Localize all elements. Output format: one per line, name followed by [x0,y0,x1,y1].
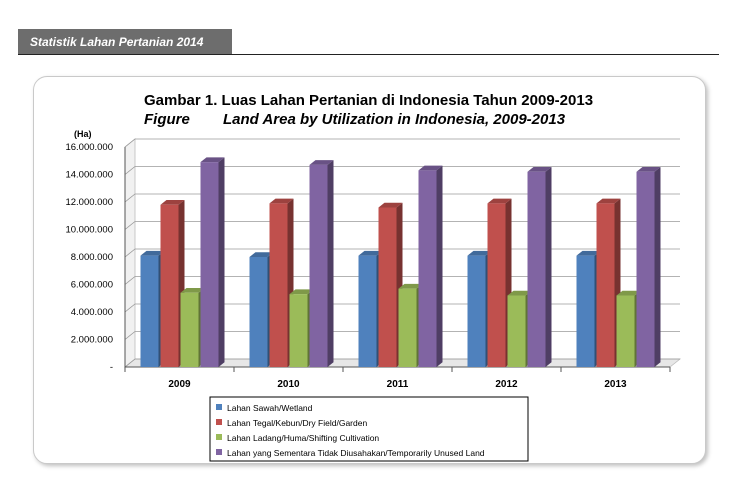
legend-label: Lahan Ladang/Huma/Shifting Cultivation [227,433,379,443]
bar-front [527,171,546,367]
bar-front [507,295,526,367]
bar-top [358,250,383,256]
bar-top [616,290,641,296]
x-tick-label: 2012 [495,379,518,390]
y-tick-label: 6.000.000 [71,280,113,291]
legend-box [209,396,529,462]
y-tick-label: 12.000.000 [65,197,113,208]
bar-top [289,289,314,295]
bar-top [140,250,165,256]
bar-front [487,203,506,367]
chart-subtitle-prefix: Figure [144,111,190,128]
chart-subtitle: Land Area by Utilization in Indonesia, 2… [223,111,566,128]
bar-front [378,207,397,367]
x-tick-label: 2011 [387,379,409,390]
bar-top [596,198,621,204]
bar-front [269,203,288,367]
y-tick-label: 14.000.000 [65,170,113,181]
bar [309,160,334,367]
bar-front [160,204,179,367]
plot-area: - 2.000.000 4.000.000 6.000.000 8.000.000 10.… [65,138,682,390]
legend-label: Lahan Tegal/Kebun/Dry Field/Garden [227,418,367,428]
bar-side [436,165,443,367]
bar-side [545,166,552,367]
bar-front [418,170,437,367]
legend-swatch [216,419,222,425]
bar-top [180,287,205,293]
y-tick-label: 4.000.000 [71,307,113,318]
y-tick-label: 10.000.000 [65,225,113,236]
bar-side [327,160,334,367]
bar-front [140,255,159,367]
bar-side [218,157,225,367]
y-tick-label: 2.000.000 [71,335,113,346]
bar-top [527,166,552,172]
bar-front [180,292,199,367]
bar-front [398,288,417,367]
bar-front [576,255,595,367]
bar [596,198,621,367]
gridline [124,193,680,203]
x-tick-label: 2013 [604,379,627,390]
bar-top [576,250,601,256]
y-tick-label: 16.000.000 [65,142,113,153]
x-tick-label: 2009 [168,379,191,390]
bar-top [507,290,532,296]
bar-front [309,164,328,367]
bar [636,166,661,367]
bar-front [289,294,308,367]
bar-top [249,252,274,257]
chart-title: Gambar 1. Luas Lahan Pertanian di Indone… [144,92,593,109]
x-tick-label: 2010 [277,379,300,390]
gridline [124,166,680,175]
header-divider [18,54,719,55]
legend-label: Lahan yang Sementara Tidak Diusahakan/Te… [227,448,485,458]
bar-front [249,257,268,367]
legend-label: Lahan Sawah/Wetland [227,403,313,413]
legend-swatch [216,434,222,440]
bar [527,166,552,367]
bar-chart: Gambar 1. Luas Lahan Pertanian di Indone… [65,92,682,462]
bar-top [378,202,403,208]
bar-top [160,199,185,205]
section-header-tab: Statistik Lahan Pertanian 2014 [18,29,232,55]
bar-top [398,283,423,289]
bar-side [654,166,661,367]
legend-swatch [216,404,222,410]
bar [418,165,443,367]
bar-front [358,255,377,367]
chart-frame: Gambar 1. Luas Lahan Pertanian di Indone… [33,76,706,464]
legend: Lahan Sawah/Wetland Lahan Tegal/Kebun/Dry… [209,396,529,462]
bar-top [467,250,492,256]
section-header-label: Statistik Lahan Pertanian 2014 [30,35,204,49]
bar-front [467,255,486,367]
bar-top [487,198,512,204]
bar-top [418,165,443,171]
bar-front [616,295,635,367]
legend-swatch [216,449,222,455]
bar-front [636,171,655,367]
y-tick-label: 8.000.000 [71,252,113,263]
bar [200,157,225,367]
bar-top [636,166,661,172]
bar-top [200,157,225,163]
bar-front [596,203,615,367]
gridline [124,138,680,148]
bar-front [200,162,219,367]
bar-top [309,160,334,165]
bar-top [269,198,294,204]
y-tick-label: - [110,362,113,373]
y-axis-unit-label: (Ha) [74,129,92,139]
